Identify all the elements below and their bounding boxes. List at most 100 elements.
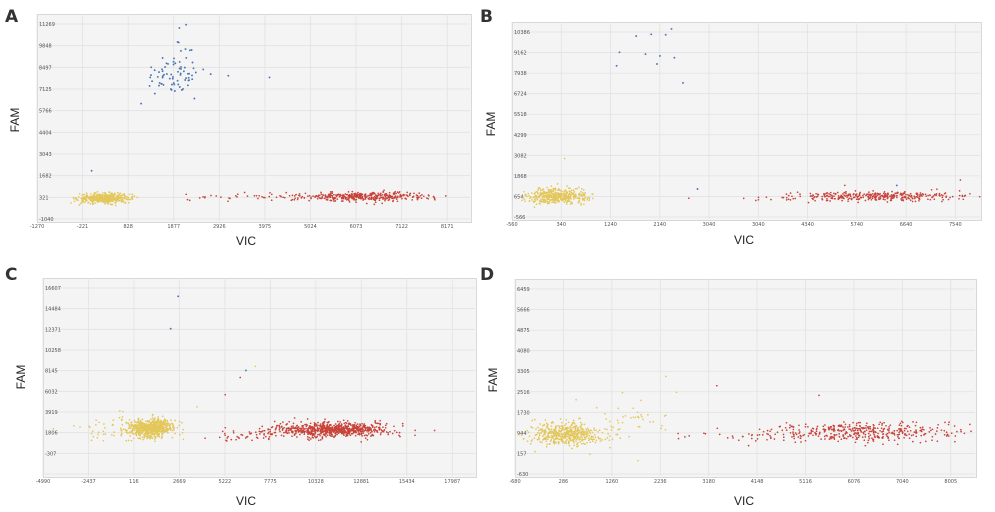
data-point-hex-b <box>548 200 550 203</box>
data-point-vic-d <box>888 439 890 442</box>
data-point-hex-a <box>114 197 117 200</box>
data-point-hex-d <box>528 435 531 438</box>
data-point-hex-a <box>70 202 72 204</box>
data-point-hex-a <box>79 202 82 205</box>
data-point-hex-d <box>624 415 627 417</box>
data-point-vic-d <box>897 435 899 438</box>
data-point-vic-d <box>903 436 905 439</box>
data-point-vic-d <box>910 434 913 437</box>
data-point-hex-a <box>94 195 97 198</box>
data-point-hex-d <box>612 426 615 429</box>
data-point-vic-a <box>329 190 332 193</box>
data-point-vic-a <box>291 198 294 201</box>
data-point-vic-a <box>308 199 310 202</box>
data-point-hex-a <box>78 204 81 206</box>
data-point-vic-d <box>867 427 870 430</box>
data-point-hex-d <box>636 411 639 414</box>
data-point-vic-a <box>293 198 296 201</box>
plot-area-a <box>37 14 472 223</box>
data-point-hex-b <box>521 199 523 202</box>
data-point-hex-d <box>577 441 579 444</box>
data-point-vic-d <box>802 434 804 437</box>
data-point-vic-a <box>198 197 201 199</box>
data-point-vic-a <box>395 198 398 200</box>
data-point-vic-d <box>827 426 830 428</box>
y-tick-label-a: 8497 <box>39 65 52 71</box>
data-point-fam-a <box>173 90 176 92</box>
data-point-hex-b <box>560 192 563 195</box>
data-point-hex-b <box>584 191 586 194</box>
data-point-hex-d <box>570 431 573 434</box>
data-point-hex-a <box>120 201 123 203</box>
data-point-hex-d <box>585 428 587 431</box>
data-point-vic-d <box>856 429 859 432</box>
data-point-fam-a <box>178 26 181 29</box>
data-point-vic-a <box>331 196 334 199</box>
data-point-hex-a <box>85 196 88 198</box>
data-point-fam-a <box>186 84 189 87</box>
x-tick-label-a: -221 <box>77 224 88 230</box>
data-point-vic-a <box>349 195 352 198</box>
data-point-vic-d <box>815 430 818 433</box>
data-point-vic-d <box>785 429 788 431</box>
data-point-vic-a <box>413 192 415 195</box>
data-point-vic-d <box>737 439 740 442</box>
data-point-hex-a <box>131 198 134 201</box>
data-point-vic-d <box>782 436 785 439</box>
y-tick-label-b: -566 <box>514 215 525 221</box>
data-point-hex-d <box>561 427 564 430</box>
data-point-vic-d <box>823 435 826 438</box>
data-point-vic-a <box>355 196 358 198</box>
data-point-hex-b <box>557 197 559 200</box>
y-axis-title-d: FAM <box>486 367 500 393</box>
data-point-vic-a <box>328 193 330 196</box>
data-point-vic-d <box>820 438 822 440</box>
x-tick-label-a: 828 <box>123 224 133 230</box>
data-point-hex-d <box>621 421 624 424</box>
data-point-hex-d <box>546 443 549 446</box>
data-point-vic-d <box>876 427 879 430</box>
y-tick-label-d: 4875 <box>517 328 530 334</box>
data-point-vic-d <box>861 427 864 429</box>
data-point-vic-a <box>411 199 414 201</box>
data-point-hex-d <box>571 439 574 441</box>
data-point-hex-a <box>89 197 92 200</box>
data-point-vic-d <box>899 430 902 432</box>
data-point-hex-d <box>593 427 596 430</box>
data-point-vic-d <box>865 429 868 432</box>
data-point-vic-d <box>865 424 867 427</box>
data-point-vic-d <box>898 424 901 426</box>
data-point-fam-a <box>153 69 156 72</box>
data-point-vic-a <box>370 194 372 197</box>
data-point-vic-d <box>913 431 916 433</box>
data-point-vic-d <box>831 437 833 439</box>
data-point-fam-a <box>178 60 181 63</box>
data-point-vic-d <box>833 425 835 428</box>
panel-label-a: A <box>5 7 19 27</box>
data-point-vic-d <box>901 431 904 433</box>
data-point-vic-d <box>874 431 877 433</box>
data-point-vic-d <box>898 428 900 430</box>
data-point-hex-d <box>541 430 544 433</box>
data-point-vic-a <box>243 191 246 194</box>
data-point-vic-d <box>931 428 934 431</box>
data-point-vic-d <box>817 435 820 437</box>
data-point-vic-a <box>361 193 364 196</box>
y-tick-label-d: 3305 <box>517 369 530 375</box>
data-point-vic-a <box>357 191 359 194</box>
data-point-vic-a <box>352 195 354 198</box>
data-point-vic-a <box>426 197 428 199</box>
data-point-vic-d <box>758 433 761 436</box>
data-point-hex-b <box>550 185 553 187</box>
data-point-hex-a <box>129 198 132 201</box>
data-point-hex-a <box>124 202 127 205</box>
data-point-vic-a <box>298 193 301 195</box>
x-tick-label-d: 286 <box>559 479 569 485</box>
data-point-vic-d <box>945 431 948 434</box>
data-point-vic-d <box>871 437 873 439</box>
data-point-vic-a <box>387 199 390 202</box>
data-point-hex-a <box>83 198 85 200</box>
data-point-hex-a <box>127 201 130 204</box>
data-point-hex-a <box>100 195 103 198</box>
data-point-hex-d <box>610 429 613 431</box>
